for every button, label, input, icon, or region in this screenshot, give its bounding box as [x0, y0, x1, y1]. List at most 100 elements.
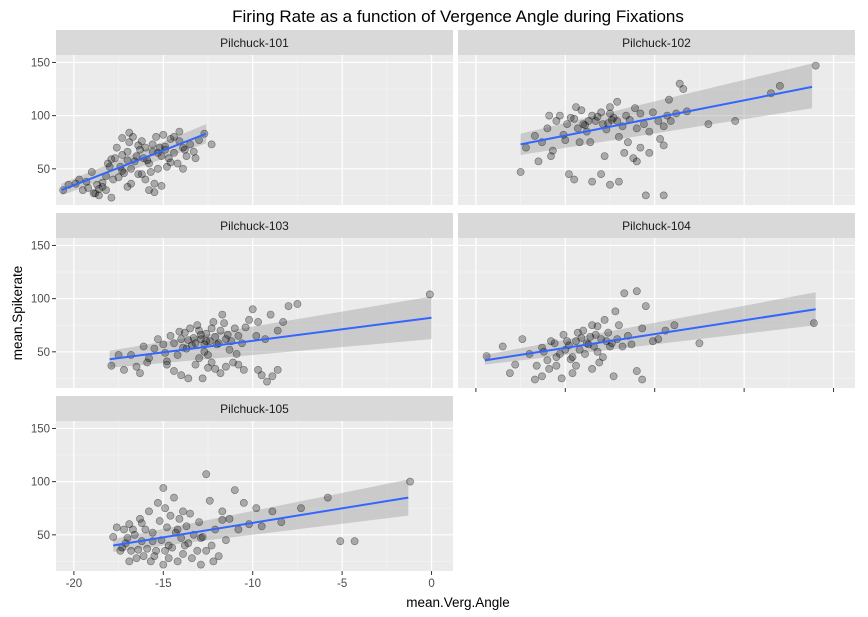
data-point: [665, 95, 673, 104]
data-point: [209, 318, 218, 326]
data-point: [196, 534, 205, 542]
data-point: [116, 546, 125, 555]
data-point: [595, 358, 604, 367]
confidence-band: [484, 292, 816, 365]
data-point: [179, 143, 187, 152]
data-point: [597, 170, 605, 178]
facet-panel: Pilchuck-102: [458, 30, 855, 205]
data-point: [186, 324, 194, 333]
data-point: [811, 61, 820, 70]
data-point: [216, 369, 225, 377]
data-point: [89, 189, 98, 198]
data-point: [184, 336, 193, 344]
data-point: [543, 356, 552, 365]
y-tick-label: 100: [31, 294, 50, 306]
facet-panel: Pilchuck-103 50 100 150: [31, 213, 453, 388]
data-point: [577, 334, 586, 342]
data-point: [134, 545, 143, 554]
data-point: [189, 334, 198, 342]
data-point: [177, 371, 186, 380]
data-point: [263, 377, 271, 386]
data-point: [620, 148, 629, 157]
data-point: [168, 543, 177, 552]
data-point: [550, 339, 559, 348]
data-point: [207, 541, 216, 550]
data-point: [202, 329, 211, 338]
data-point: [175, 127, 184, 136]
data-point: [195, 518, 203, 526]
data-point: [161, 504, 169, 513]
data-point: [175, 515, 184, 523]
data-point: [166, 511, 175, 520]
data-point: [593, 347, 602, 356]
facet-strip-label: Pilchuck-102: [622, 36, 691, 50]
regression-line: [484, 308, 816, 362]
data-point: [575, 138, 584, 147]
data-point: [128, 132, 137, 141]
data-point: [531, 131, 539, 140]
data-point: [118, 134, 127, 142]
data-point: [810, 319, 818, 327]
data-point: [563, 120, 571, 128]
y-tick-label: 100: [31, 477, 50, 489]
data-point: [563, 337, 571, 346]
data-point: [209, 557, 218, 566]
data-point: [170, 339, 178, 348]
data-point: [638, 324, 647, 333]
data-point: [636, 143, 645, 152]
chart-title: Firing Rate as a function of Vergence An…: [232, 7, 684, 26]
x-tick-label: -20: [66, 578, 83, 590]
data-point: [518, 335, 527, 343]
data-point: [656, 135, 664, 143]
data-point: [127, 164, 136, 173]
data-point: [593, 322, 602, 331]
data-point: [180, 541, 189, 550]
data-point: [202, 470, 211, 479]
data-point: [609, 372, 618, 381]
data-point: [323, 493, 332, 502]
data-point: [141, 175, 150, 184]
data-point: [234, 331, 243, 340]
data-point: [182, 152, 191, 160]
data-point: [84, 184, 93, 192]
data-point: [620, 289, 629, 298]
data-point: [179, 507, 187, 516]
data-point: [162, 523, 171, 532]
data-point: [220, 319, 228, 327]
data-point: [254, 318, 262, 326]
data-point: [591, 330, 600, 339]
data-point: [179, 550, 187, 558]
data-point: [425, 290, 434, 299]
data-point: [123, 534, 132, 542]
x-tick-label: -5: [337, 578, 347, 590]
data-point: [230, 324, 239, 333]
data-point: [198, 374, 207, 383]
data-point: [622, 111, 630, 120]
y-tick-label: 100: [31, 111, 50, 123]
data-point: [114, 173, 123, 182]
x-tick-label: 0: [428, 578, 434, 590]
data-point: [234, 360, 243, 369]
data-point: [254, 365, 262, 374]
data-point: [579, 120, 588, 128]
data-point: [597, 108, 605, 117]
data-point: [336, 537, 345, 546]
data-point: [127, 546, 136, 555]
data-point: [659, 141, 668, 150]
data-point: [482, 352, 491, 360]
data-point: [173, 351, 182, 359]
data-point: [268, 507, 277, 516]
data-point: [606, 109, 614, 118]
data-point: [593, 112, 602, 121]
data-point: [145, 186, 153, 194]
data-point: [102, 186, 110, 194]
data-point: [164, 554, 173, 563]
data-point: [586, 332, 595, 341]
data-point: [111, 154, 119, 163]
data-point: [552, 353, 561, 361]
x-tick-label: -10: [244, 578, 261, 590]
data-point: [107, 193, 116, 202]
data-point: [636, 109, 645, 118]
data-point: [139, 552, 148, 560]
data-point: [545, 111, 554, 120]
